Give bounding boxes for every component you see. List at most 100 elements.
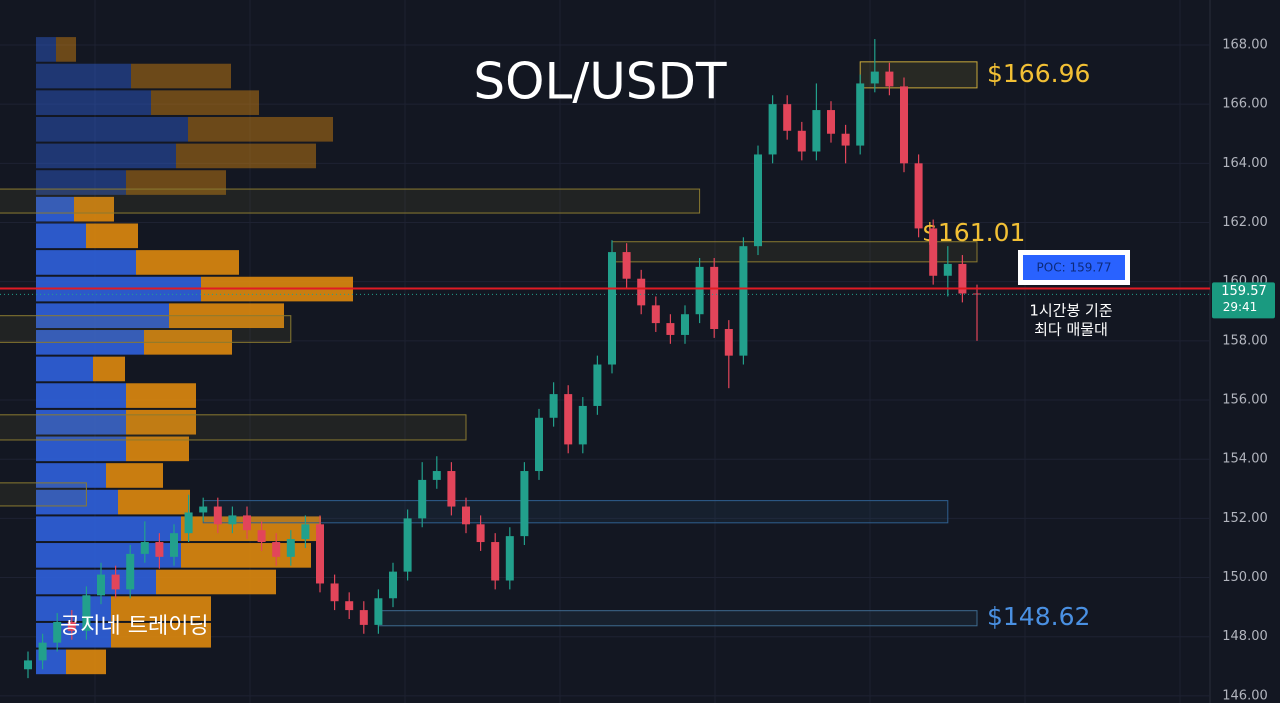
profile-bar xyxy=(126,409,196,435)
chart-title: SOL/USDT xyxy=(473,53,727,111)
y-tick-label: 148.00 xyxy=(1222,629,1268,644)
profile-bar xyxy=(111,596,211,621)
candle-body xyxy=(389,571,397,599)
candle-body xyxy=(783,104,792,131)
watermark: 공지네 트레이딩 xyxy=(60,614,209,639)
candle-body xyxy=(827,110,835,134)
candle-body xyxy=(622,252,631,279)
profile-bar xyxy=(36,37,56,62)
profile-bar xyxy=(106,463,163,488)
annotation: 1시간봉 기준 xyxy=(1029,302,1113,320)
candle-body xyxy=(184,512,193,534)
profile-bar xyxy=(36,63,131,89)
candle-body xyxy=(126,553,135,590)
candle-body xyxy=(710,266,719,330)
candle-body xyxy=(929,228,938,276)
candle-body xyxy=(53,621,62,643)
candle-body xyxy=(637,278,646,306)
profile-bar xyxy=(36,116,188,142)
candle-body xyxy=(505,536,514,581)
annotation: 최다 매물대 xyxy=(1034,321,1108,339)
candle-body xyxy=(812,110,821,152)
candle-body xyxy=(316,524,324,584)
y-tick-label: 162.00 xyxy=(1222,215,1268,230)
candle-body xyxy=(272,542,281,557)
zone xyxy=(0,482,87,507)
profile-bar xyxy=(36,409,126,435)
profile-bar xyxy=(36,516,181,542)
profile-bar xyxy=(36,143,176,169)
profile-bar xyxy=(156,569,276,595)
candle-body xyxy=(754,154,762,247)
candle-body xyxy=(681,314,689,335)
zone xyxy=(0,414,467,441)
candle-body xyxy=(97,574,105,596)
candle-body xyxy=(900,86,908,164)
last-price: 159.57 xyxy=(1221,284,1267,299)
candle-body xyxy=(535,417,543,472)
profile-bar xyxy=(36,436,126,462)
candle-body xyxy=(38,642,47,661)
profile-bar xyxy=(188,116,333,142)
y-tick-label: 164.00 xyxy=(1222,156,1268,171)
candle-body xyxy=(651,305,660,324)
profile-bar xyxy=(36,90,151,115)
profile-bar xyxy=(36,489,118,515)
candle-body xyxy=(24,660,32,670)
y-tick-label: 146.00 xyxy=(1222,688,1268,703)
y-tick-label: 166.00 xyxy=(1222,97,1268,112)
candle-body xyxy=(885,71,894,87)
zones: $166.96 $161.01 $148.62 xyxy=(0,59,1090,631)
candle-body xyxy=(82,595,91,631)
candle-body xyxy=(724,329,733,356)
profile-bar xyxy=(176,143,316,169)
profile-bar xyxy=(66,649,106,675)
candle-body xyxy=(359,610,368,625)
zone xyxy=(0,188,701,214)
profile-bar xyxy=(36,223,86,249)
zone xyxy=(0,315,292,343)
candle-body xyxy=(447,471,456,507)
y-tick-label: 152.00 xyxy=(1222,511,1268,526)
candle-body xyxy=(462,506,470,525)
profile-bar xyxy=(126,383,196,408)
countdown: 29:41 xyxy=(1223,300,1258,314)
candles xyxy=(24,39,981,679)
candle-body xyxy=(797,130,806,152)
y-tick-label: 158.00 xyxy=(1222,333,1268,348)
candle-body xyxy=(958,263,967,294)
profile-bar xyxy=(86,223,138,249)
candle-body xyxy=(768,104,777,155)
candle-body xyxy=(111,574,120,590)
zone-label: $166.96 xyxy=(987,59,1090,88)
candle-body xyxy=(301,524,310,540)
candle-body xyxy=(549,394,558,418)
candle-body xyxy=(870,71,879,84)
candle-body xyxy=(578,405,587,445)
poc-label: POC: 159.77 xyxy=(1037,261,1112,275)
candle-body xyxy=(155,542,164,557)
candle-body xyxy=(374,598,383,625)
profile-bar xyxy=(36,196,74,222)
candle-body xyxy=(491,542,500,581)
candle-body xyxy=(170,533,178,557)
profile-bar xyxy=(36,383,126,408)
candle-body xyxy=(914,163,923,229)
profile-bar xyxy=(151,90,259,115)
candle-body xyxy=(199,506,208,513)
candle-body xyxy=(432,471,441,480)
y-tick-label: 168.00 xyxy=(1222,37,1268,52)
profile-bar xyxy=(36,250,136,275)
profile-bar xyxy=(131,63,231,89)
candle-body xyxy=(593,364,602,406)
profile-bar xyxy=(74,196,114,222)
candle-body xyxy=(140,542,149,554)
candle-body xyxy=(841,133,850,146)
y-tick-label: 150.00 xyxy=(1222,570,1268,585)
zone xyxy=(202,500,949,524)
candle-body xyxy=(418,479,427,519)
candle-body xyxy=(403,518,412,572)
profile-bar xyxy=(36,356,93,382)
candle-body xyxy=(943,263,952,276)
